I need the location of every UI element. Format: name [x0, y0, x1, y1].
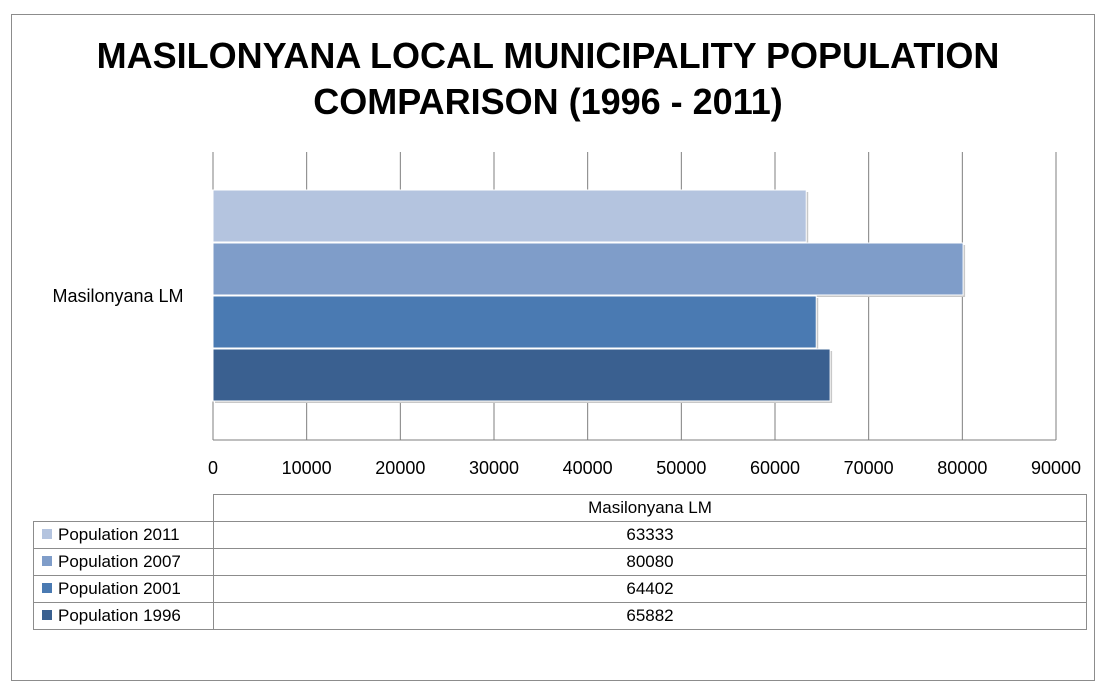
legend-swatch [42, 556, 52, 566]
bar [212, 242, 964, 296]
data-table: Masilonyana LM Population 2011 63333 Pop… [33, 494, 1087, 630]
legend-entry: Population 2001 [33, 575, 214, 603]
chart-title-line-1: MASILONYANA LOCAL MUNICIPALITY POPULATIO… [96, 35, 1000, 76]
bar [212, 189, 807, 243]
legend-entry: Population 1996 [33, 602, 214, 630]
x-tick-label: 40000 [563, 458, 613, 478]
x-tick-label: 0 [208, 458, 218, 478]
x-tick-label: 80000 [937, 458, 987, 478]
bar [212, 348, 831, 402]
legend-swatch [42, 529, 52, 539]
x-tick-label: 90000 [1031, 458, 1081, 478]
legend-swatch [42, 610, 52, 620]
x-tick-label: 50000 [656, 458, 706, 478]
table-value-cell: 65882 [213, 602, 1087, 630]
bar [212, 295, 817, 349]
x-tick-label: 20000 [375, 458, 425, 478]
legend-swatch [42, 583, 52, 593]
legend-label: Population 2011 [58, 525, 180, 544]
table-row: Population 1996 65882 [33, 602, 1087, 630]
table-value-cell: 64402 [213, 575, 1087, 603]
table-row: Population 2001 64402 [33, 575, 1087, 603]
x-tick-label: 70000 [844, 458, 894, 478]
x-tick-label: 30000 [469, 458, 519, 478]
table-value-cell: 63333 [213, 521, 1087, 549]
legend-entry: Population 2011 [33, 521, 214, 549]
x-tick-label: 10000 [282, 458, 332, 478]
legend-label: Population 1996 [58, 606, 181, 625]
chart-title-line-2: COMPARISON (1996 - 2011) [313, 81, 783, 122]
table-value-cell: 80080 [213, 548, 1087, 576]
category-label: Masilonyana LM [52, 286, 183, 306]
chart-title: MASILONYANA LOCAL MUNICIPALITY POPULATIO… [0, 33, 1096, 125]
legend-entry: Population 2007 [33, 548, 214, 576]
legend-label: Population 2001 [58, 579, 181, 598]
table-header-cell: Masilonyana LM [213, 494, 1087, 522]
legend-label: Population 2007 [58, 552, 181, 571]
table-row: Population 2011 63333 [33, 521, 1087, 549]
table-header-row: Masilonyana LM [33, 494, 1087, 522]
table-row: Population 2007 80080 [33, 548, 1087, 576]
table-corner [33, 494, 214, 522]
x-tick-label: 60000 [750, 458, 800, 478]
